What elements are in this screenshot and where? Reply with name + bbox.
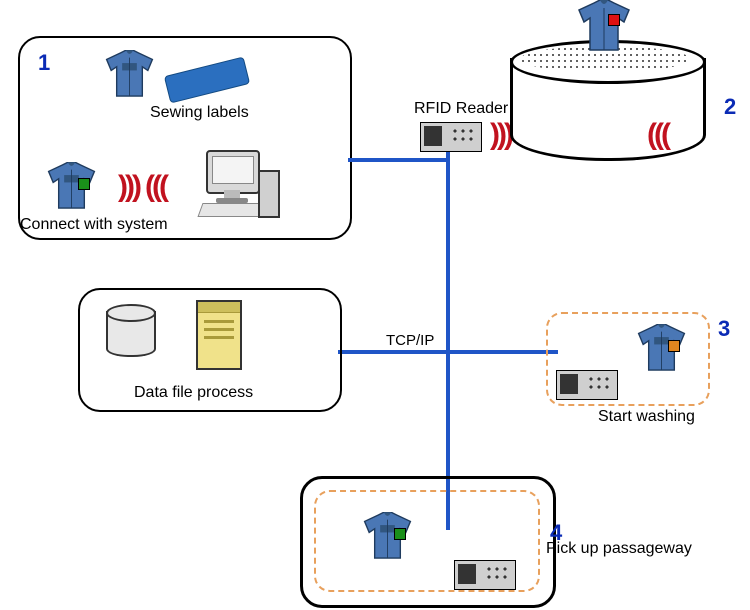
rfid-reader-icon	[556, 370, 618, 400]
label-tcp: TCP/IP	[386, 332, 434, 349]
label-start: Start washing	[598, 408, 695, 426]
label-pickup: Pick up passageway	[546, 540, 692, 558]
rfid-waves-icon: )))	[118, 178, 139, 196]
shirt-icon	[574, 0, 634, 54]
rfid-reader-icon	[420, 122, 482, 152]
computer-icon	[200, 150, 280, 220]
num-2: 2	[724, 94, 736, 120]
label-connect: Connect with system	[20, 216, 168, 234]
shirt-icon	[44, 162, 99, 212]
connector	[448, 350, 558, 354]
num-1: 1	[38, 50, 50, 76]
server-icon	[196, 300, 242, 370]
label-sewing: Sewing labels	[150, 104, 249, 122]
shirt-icon	[634, 324, 689, 374]
connector	[338, 350, 450, 354]
connector	[446, 150, 450, 530]
label-rfid: RFID Reader	[414, 100, 508, 118]
rfid-reader-icon	[454, 560, 516, 590]
rfid-waves-icon: )))	[650, 126, 671, 144]
rfid-waves-icon: )))	[490, 126, 511, 144]
label-data: Data file process	[134, 384, 253, 402]
rfid-waves-icon: )))	[148, 178, 169, 196]
shirt-icon	[102, 50, 157, 100]
database-icon	[106, 304, 152, 360]
shirt-icon	[360, 512, 415, 562]
num-3: 3	[718, 316, 730, 342]
connector	[348, 158, 448, 162]
